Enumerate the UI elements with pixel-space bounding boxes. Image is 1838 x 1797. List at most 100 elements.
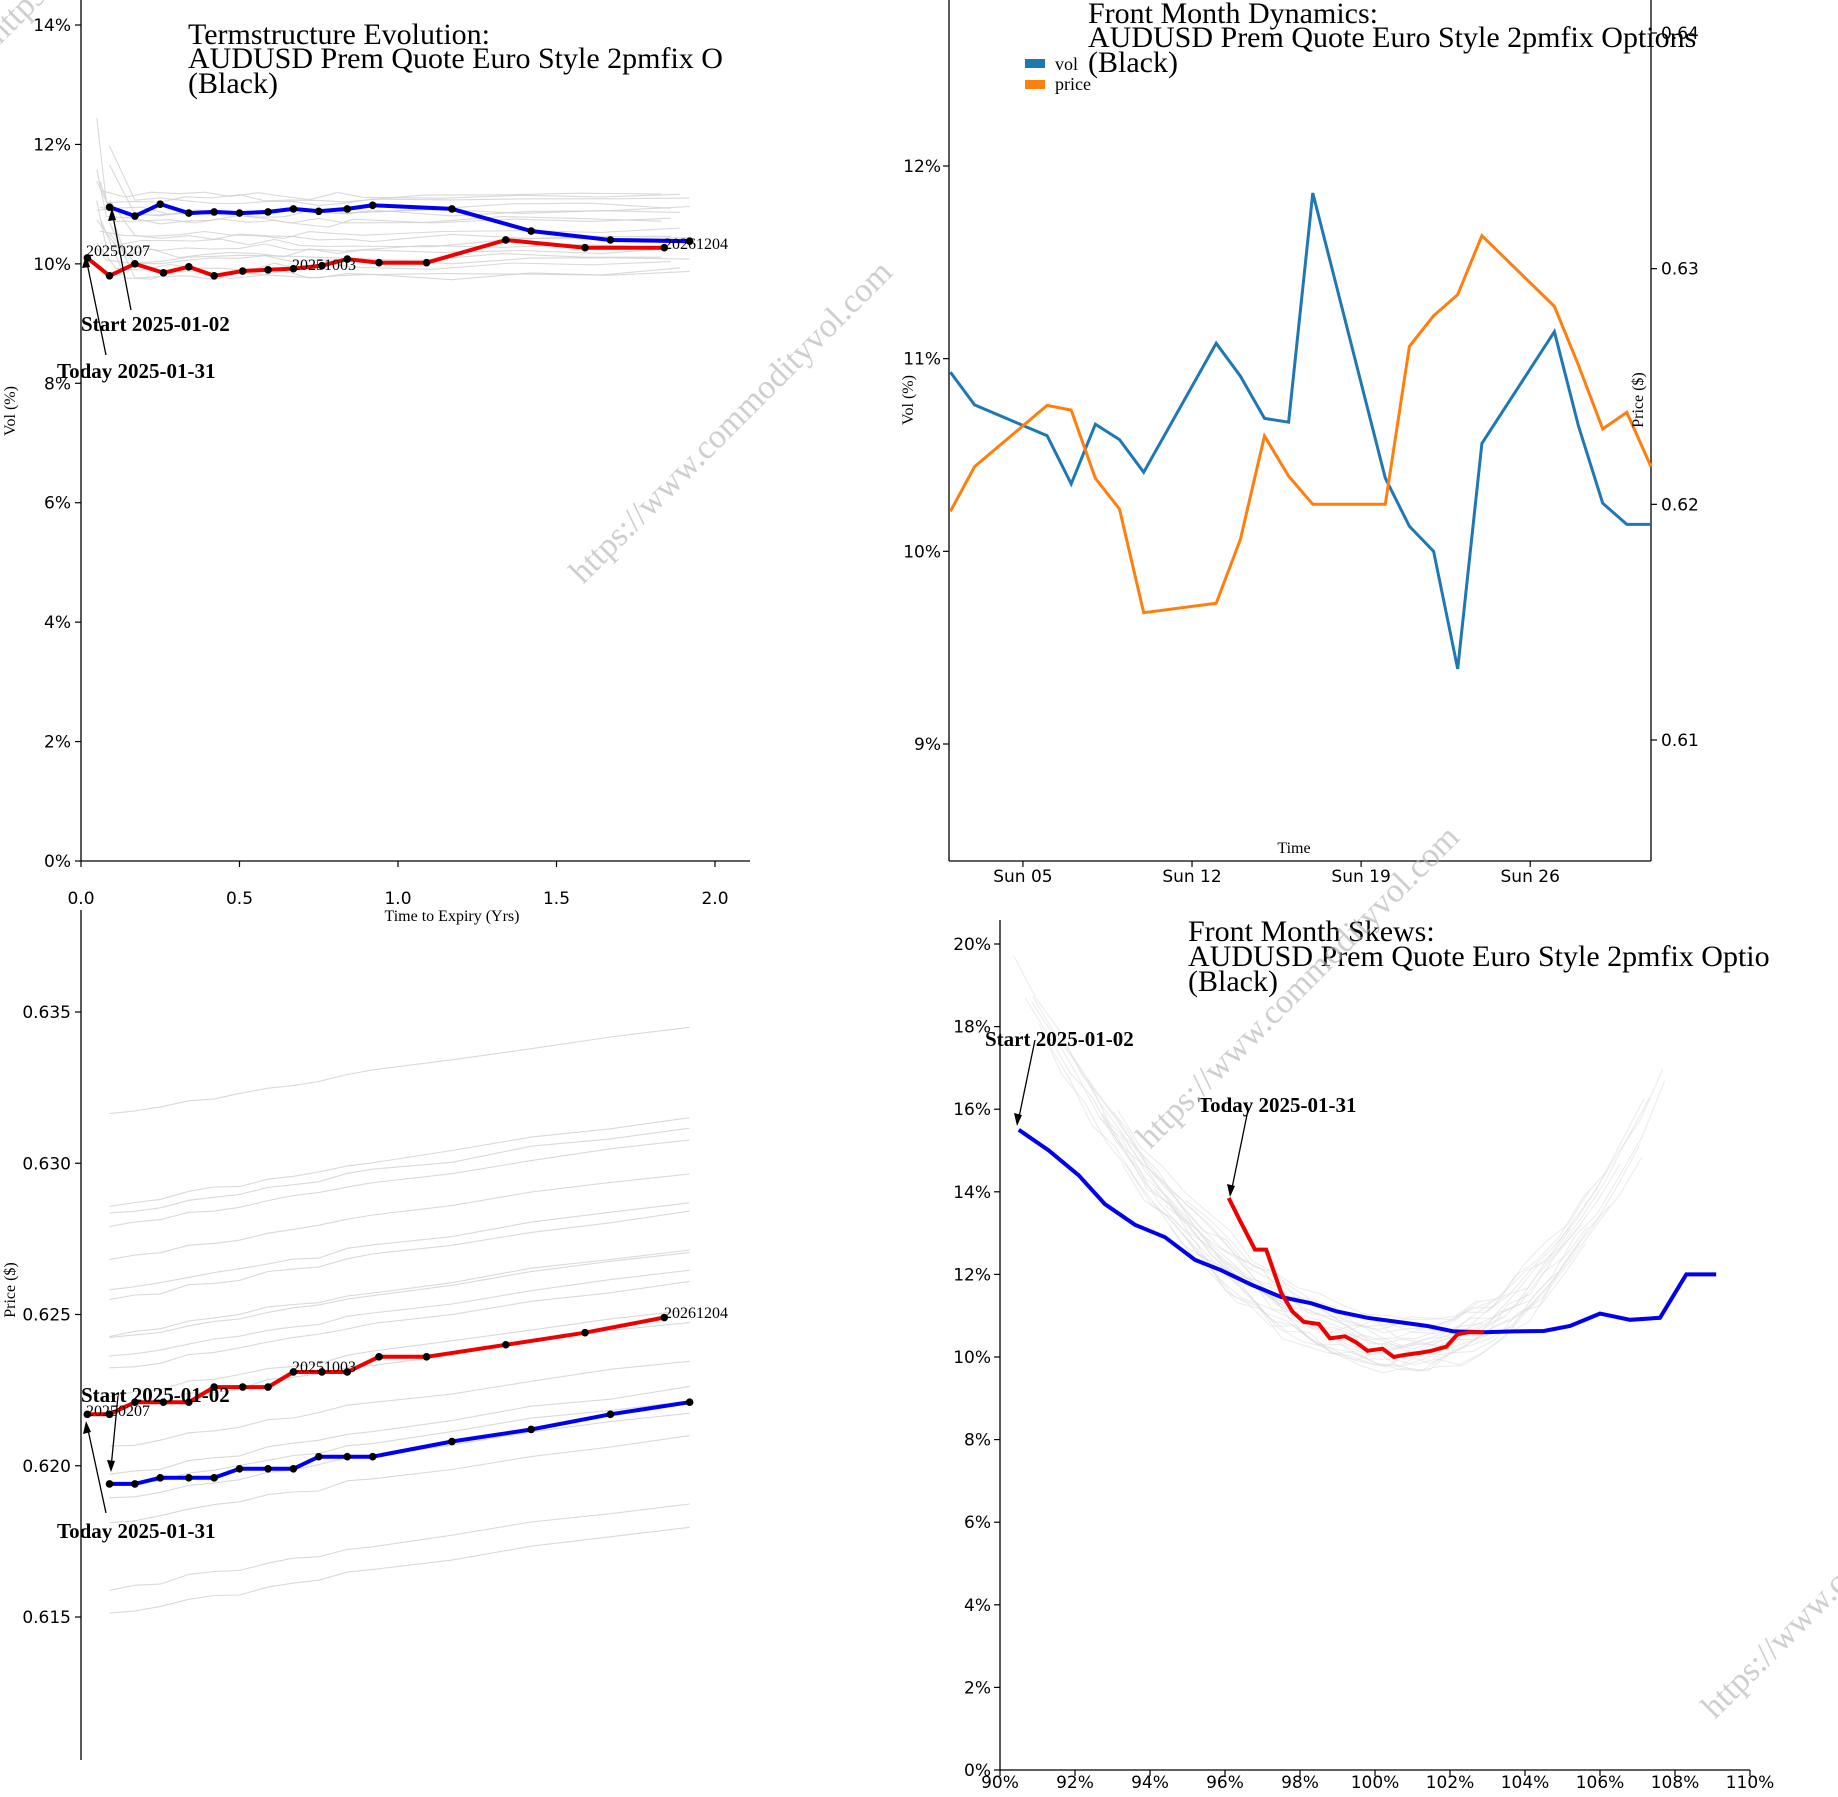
term-vol-history-line <box>96 118 662 204</box>
term-price-start-point <box>264 1464 272 1473</box>
term-vol-today-arrowhead <box>82 255 90 268</box>
skew-title-line-1: Front Month Skews: <box>1188 915 1435 948</box>
term-price-start-point <box>685 1398 694 1407</box>
term-price-history-line <box>109 1139 690 1228</box>
term-vol-history-line <box>109 232 690 265</box>
term-vol-x-tick-label: 1.5 <box>543 889 570 909</box>
term-price-start-point <box>131 1480 139 1488</box>
term-vol-history-line <box>109 145 690 206</box>
skew-x-tick-label: 92% <box>1056 1773 1094 1792</box>
term-price-start-point <box>289 1464 298 1473</box>
skew-x-tick-label: 100% <box>1351 1773 1400 1792</box>
term-price-today-point <box>184 1398 193 1407</box>
skew-today-annotation: Today 2025-01-31 <box>1198 1093 1357 1117</box>
term-price-history-line <box>109 1210 690 1301</box>
term-vol-start-point <box>448 205 456 213</box>
dynamics-left-tick-label: 9% <box>914 735 941 755</box>
term-vol-x-tick-label: 2.0 <box>701 889 728 909</box>
skew-y-tick-label: 6% <box>964 1513 991 1533</box>
term-vol-today-line <box>86 237 665 279</box>
term-price-today-line <box>87 1315 665 1417</box>
dynamics-x-label: Time <box>1277 840 1310 857</box>
term-price-history-line <box>109 1280 690 1369</box>
term-vol-today-point <box>159 269 168 277</box>
term-price-today-point <box>660 1313 669 1322</box>
dynamics-x-tick-label: Sun 12 <box>1162 867 1221 887</box>
term-vol-today-point <box>318 261 326 270</box>
skew-today-line <box>1226 1197 1484 1360</box>
term-vol-title-line-2: AUDUSD Prem Quote Euro Style 2pmfix O <box>188 42 723 75</box>
term-vol-x-ticks: 0.0 0.5 1.0 1.5 2.0 <box>67 861 729 909</box>
skew-history-line <box>1117 1110 1479 1320</box>
term-price-panel: 0.615 0.620 0.625 0.630 0.635 Price ($) 2025… <box>2 910 728 1760</box>
term-vol-series <box>83 200 694 280</box>
term-price-today-arrowhead <box>83 1421 91 1434</box>
term-price-today-point <box>238 1383 247 1391</box>
term-vol-today-point <box>105 272 114 280</box>
term-price-y-tick-label: 0.625 <box>22 1306 71 1326</box>
skew-today-arrowhead <box>1227 1184 1235 1197</box>
term-price-today-point <box>264 1383 272 1391</box>
term-vol-history-line <box>96 169 662 225</box>
dynamics-y-label-right: Price ($) <box>1630 372 1647 428</box>
term-vol-label-20261204: 20261204 <box>664 236 728 253</box>
term-price-start-point <box>343 1452 352 1461</box>
term-vol-x-tick-label: 0.5 <box>226 889 253 909</box>
term-price-start-point <box>527 1425 535 1434</box>
skew-x-tick-label: 90% <box>981 1773 1019 1792</box>
term-price-history-line <box>109 1127 690 1214</box>
term-vol-today-point <box>131 260 139 268</box>
term-price-series <box>83 1313 694 1488</box>
term-vol-start-annotation: Start 2025-01-02 <box>81 312 230 336</box>
watermark-top: https://www.commodityvol.com <box>562 254 899 591</box>
dynamics-right-tick-label: 0.64 <box>1661 24 1699 44</box>
term-vol-y-tick-label: 8% <box>44 374 71 394</box>
term-vol-history-line <box>99 206 681 218</box>
term-price-today-arrow <box>86 1424 107 1514</box>
term-vol-title-line-1: Termstructure Evolution: <box>188 18 490 51</box>
skew-history-line <box>1064 1043 1606 1331</box>
dynamics-right-tick-label: 0.61 <box>1661 731 1699 751</box>
term-price-start-point <box>184 1474 193 1482</box>
term-price-history-line <box>109 1309 690 1398</box>
term-price-today-point <box>210 1383 218 1391</box>
skew-history-line <box>1169 1157 1643 1372</box>
term-vol-title-line-3: (Black) <box>188 67 278 100</box>
skew-start-annotation: Start 2025-01-02 <box>985 1027 1134 1051</box>
term-price-today-point <box>159 1398 168 1407</box>
skew-y-tick-label: 8% <box>964 1431 991 1451</box>
term-price-history-line <box>109 1400 690 1487</box>
skew-x-tick-label: 96% <box>1206 1773 1244 1792</box>
skew-history-line <box>1180 1230 1586 1374</box>
term-price-history-line <box>109 1526 690 1614</box>
skew-history-line <box>1112 1111 1497 1334</box>
skew-x-tick-label: 106% <box>1576 1773 1625 1792</box>
dynamics-legend-price-swatch <box>1025 80 1045 89</box>
dynamics-legend-price-label: price <box>1055 74 1091 94</box>
term-price-start-line <box>109 1400 690 1486</box>
term-vol-start-point <box>105 203 114 211</box>
skew-y-tick-label: 16% <box>953 1100 991 1120</box>
term-vol-start-arrowhead <box>108 208 116 221</box>
skew-history-line <box>1031 1001 1528 1350</box>
term-vol-history-lines <box>96 118 690 281</box>
dynamics-x-tick-label: Sun 26 <box>1501 867 1560 887</box>
term-price-today-point <box>501 1340 510 1349</box>
skew-history-line <box>1102 1113 1621 1356</box>
term-price-today-point <box>343 1368 352 1376</box>
skew-ticks: 0% 2% 4% 6% 8% 10% 12% 14% 16% 18% 20% 90% 92% 94% 96%… <box>953 935 1774 1793</box>
term-price-today-point <box>375 1353 383 1361</box>
dynamics-legend-vol-swatch <box>1025 59 1045 68</box>
term-price-history-line <box>109 1252 690 1338</box>
dynamics-price-line <box>949 233 1653 615</box>
term-vol-label-20250207: 20250207 <box>86 243 150 260</box>
term-vol-start-point <box>156 200 165 208</box>
skew-title-line-2: AUDUSD Prem Quote Euro Style 2pmfix Opti… <box>1188 940 1770 973</box>
skew-start-arrow <box>1017 1039 1036 1123</box>
skew-y-tick-label: 4% <box>964 1596 991 1616</box>
term-price-y-label: Price ($) <box>2 1262 19 1318</box>
skew-y-tick-label: 18% <box>953 1018 991 1038</box>
term-price-start-point <box>448 1437 456 1446</box>
term-vol-label-20251003: 20251003 <box>292 257 356 274</box>
